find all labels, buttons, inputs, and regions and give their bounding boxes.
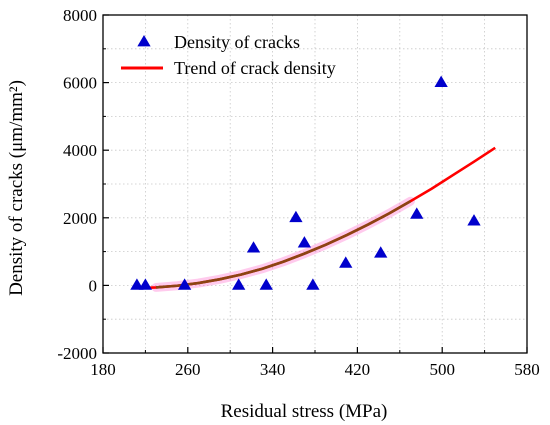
y-tick-labels: -2000 0 2000 4000 6000 8000	[57, 6, 97, 363]
x-tick-label: 580	[514, 360, 540, 379]
y-axis-label: Density of cracks (μm/mm²)	[6, 80, 27, 296]
scatter-point	[434, 75, 448, 87]
scatter-point	[297, 236, 312, 248]
scatter-point	[410, 207, 424, 219]
scatter-point	[177, 278, 192, 290]
y-tick-label: 2000	[63, 209, 97, 228]
legend: Density of cracks Trend of crack density	[121, 32, 336, 78]
x-tick-label: 180	[90, 360, 116, 379]
legend-triangle-marker	[137, 35, 151, 47]
trend-confidence-band	[151, 196, 415, 292]
y-tick-label: 4000	[63, 141, 97, 160]
scatter-point	[339, 256, 353, 268]
x-tick-label: 340	[260, 360, 286, 379]
scatter-point	[259, 278, 273, 290]
x-axis-label: Residual stress (MPa)	[221, 401, 388, 422]
scatter-point	[246, 241, 261, 253]
x-tick-labels: 180 260 340 420 500 580	[90, 360, 540, 379]
trend-band	[151, 196, 415, 292]
x-tick-label: 420	[345, 360, 371, 379]
y-tick-label: 8000	[63, 6, 97, 25]
scatter-point	[306, 278, 320, 290]
y-tick-label: 0	[89, 276, 98, 295]
y-tick-label: -2000	[57, 344, 97, 363]
legend-label-trend: Trend of crack density	[174, 58, 336, 78]
x-tick-label: 500	[429, 360, 455, 379]
scatter-point	[289, 210, 303, 223]
y-tick-label: 6000	[63, 74, 97, 93]
scatter-points	[130, 75, 481, 290]
trend-line	[140, 146, 496, 290]
scatter-point	[138, 278, 153, 290]
trend-line-inner	[155, 200, 412, 289]
axis-ticks	[102, 14, 528, 354]
grid-lines	[103, 15, 527, 353]
x-tick-label: 260	[175, 360, 201, 379]
scatter-point	[467, 214, 481, 226]
scatter-point	[232, 278, 246, 290]
scatter-point	[374, 246, 388, 258]
legend-label-density: Density of cracks	[174, 32, 300, 52]
scatter-point	[130, 278, 144, 290]
